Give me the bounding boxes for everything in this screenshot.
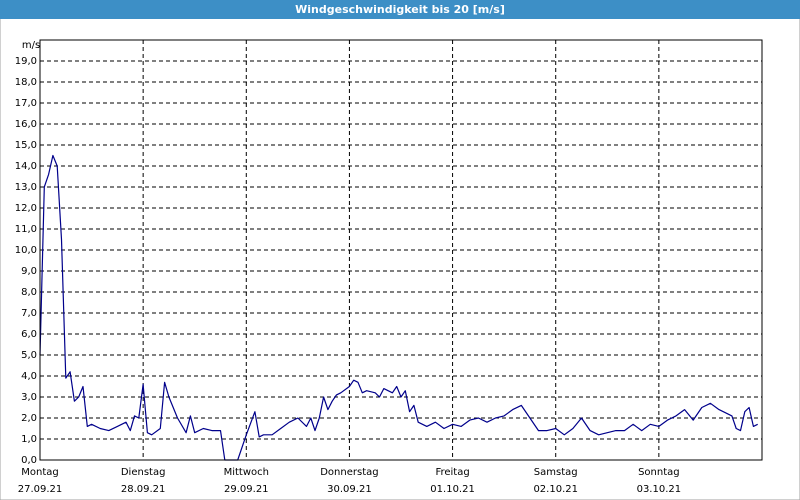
y-tick-label: 12,0 — [15, 203, 37, 214]
x-tick-date: 29.09.21 — [224, 484, 269, 495]
y-tick-label: 8,0 — [21, 287, 37, 298]
x-tick-date: 28.09.21 — [121, 484, 166, 495]
grid — [40, 40, 762, 460]
x-tick-date: 03.10.21 — [637, 484, 682, 495]
x-tick-label: Montag — [21, 467, 58, 478]
y-tick-label: 16,0 — [15, 119, 37, 130]
y-tick-label: 5,0 — [21, 350, 37, 361]
chart-title: Windgeschwindigkeit bis 20 [m/s] — [295, 3, 505, 16]
x-tick-label: Mittwoch — [224, 467, 269, 478]
title-bar — [0, 0, 800, 19]
y-tick-label: 17,0 — [15, 98, 37, 109]
x-tick-label: Sonntag — [638, 467, 680, 478]
plot-frame — [39, 39, 763, 461]
x-tick-date: 30.09.21 — [327, 484, 372, 495]
y-tick-label: 19,0 — [15, 56, 37, 67]
y-tick-label: 7,0 — [21, 308, 37, 319]
y-tick-label: 1,0 — [21, 434, 37, 445]
y-tick-label: 0,0 — [21, 455, 37, 466]
x-tick-date: 02.10.21 — [533, 484, 578, 495]
y-tick-label: 3,0 — [21, 392, 37, 403]
y-tick-label: 11,0 — [15, 224, 37, 235]
y-tick-label: 18,0 — [15, 77, 37, 88]
y-tick-label: 9,0 — [21, 266, 37, 277]
wind-speed-line — [39, 154, 758, 461]
y-tick-label: 10,0 — [15, 245, 37, 256]
y-tick-label: 15,0 — [15, 140, 37, 151]
y-tick-label: 13,0 — [15, 182, 37, 193]
x-tick-label: Freitag — [435, 467, 469, 478]
y-tick-label: 14,0 — [15, 161, 37, 172]
x-tick-date: 27.09.21 — [18, 484, 63, 495]
x-tick-label: Dienstag — [121, 467, 166, 478]
y-tick-label: 2,0 — [21, 413, 37, 424]
x-tick-date: 01.10.21 — [430, 484, 475, 495]
x-tick-label: Samstag — [534, 467, 578, 478]
y-tick-label: 4,0 — [21, 371, 37, 382]
y-axis-unit: m/s — [22, 40, 40, 51]
x-tick-label: Donnerstag — [320, 467, 378, 478]
y-tick-label: 6,0 — [21, 329, 37, 340]
marks — [39, 154, 758, 461]
